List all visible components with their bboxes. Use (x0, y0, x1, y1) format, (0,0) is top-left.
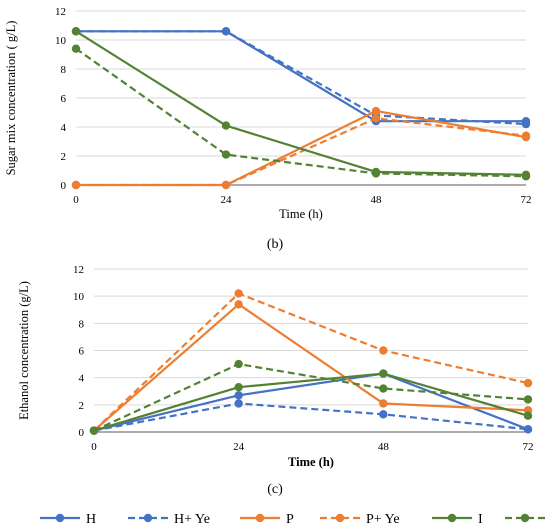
panel-c-y-tick-0: 0 (79, 427, 85, 439)
legend-item-h-swatch-marker (55, 513, 65, 523)
legend-item-h-ye-label: H+ Ye (174, 512, 210, 527)
panel-c-series-h-point-24 (234, 391, 243, 400)
panel-b-panel-label: (b) (267, 237, 284, 252)
panel-c-y-tick-2: 2 (79, 400, 85, 412)
legend-item-p-label: P (286, 512, 294, 527)
panel-b-series-i-line (75, 30, 527, 176)
legend-item-p-ye-label: P+ Ye (366, 512, 400, 527)
panel-b-y-tick-10: 10 (55, 35, 67, 47)
panel-b-y-tick-4: 4 (61, 122, 67, 134)
legend-item-h-ye: H+ Ye (128, 512, 210, 527)
legend-item-h: H (40, 512, 96, 527)
panel-b-y-tick-2: 2 (61, 151, 67, 163)
panel-b-series-h-ye-point-24 (221, 27, 231, 36)
panel-c-y-tick-6: 6 (79, 346, 85, 358)
panel-c-y-tick-12: 12 (73, 264, 84, 276)
panel-c-x-tick-24: 24 (233, 441, 245, 453)
panel-c-series-h-ye-point-24 (234, 399, 243, 408)
panel-c-x-axis-title: Time (h) (288, 455, 334, 469)
panel-b-series-p-ye-point-24 (221, 180, 231, 190)
panel-b-x-tick-24: 24 (221, 194, 233, 206)
panel-c-y-tick-8: 8 (79, 318, 85, 330)
panel-b-y-tick-8: 8 (61, 64, 67, 76)
panel-c-series-h-ye-point-48 (379, 410, 388, 419)
panel-b-series-h-line (76, 30, 526, 123)
legend-item-i-ye-swatch-marker (520, 513, 530, 523)
panel-c-series-p-ye-point-24 (234, 289, 243, 298)
panel-c-y-tick-10: 10 (73, 291, 85, 303)
panel-c-series-p-point-24 (234, 300, 243, 309)
panel-c-series-i-point-48 (379, 369, 388, 378)
panel-b-series-i-ye-point-72 (521, 172, 531, 181)
panel-b-series-i-ye-point-0 (71, 44, 81, 53)
panel-c-x-tick-0: 0 (91, 441, 97, 453)
panel-b-series-h-ye-line (76, 30, 527, 126)
panel-c-series-p-ye-point-72 (523, 378, 533, 388)
panel-c-y-axis-title: Ethanol concentration (g/L) (17, 281, 31, 420)
panel-b-y-tick-6: 6 (61, 93, 67, 105)
panel-c-x-tick-72: 72 (523, 441, 534, 453)
panel-c-series-p-ye-point-48 (379, 346, 388, 355)
panel-b-x-tick-72: 72 (521, 194, 532, 206)
panel-b-series-p-ye-line (76, 117, 527, 187)
panel-c-series-h-ye-point-72 (523, 425, 533, 434)
legend-item-p-swatch-marker (255, 513, 265, 523)
panel-c-series-i-point-72 (523, 411, 533, 420)
legend-item-p: P (240, 512, 294, 527)
panel-b-series-h-ye-point-72 (521, 119, 531, 129)
panel-b-series-i-point-24 (221, 121, 231, 130)
panel-b-series-i-point-0 (71, 27, 81, 36)
panel-c-series-p-point-48 (379, 399, 388, 408)
panel-b-series-i-ye-point-48 (371, 169, 381, 178)
legend-item-i: I (432, 512, 483, 527)
legend-item-p-ye: P+ Ye (320, 512, 400, 527)
panel-c-series-i-ye-point-24 (234, 359, 243, 369)
panel-b-x-tick-0: 0 (73, 194, 79, 206)
panel-c-series-i-ye-point-0 (89, 426, 99, 435)
panel-c-series-i-line (93, 372, 529, 432)
legend-item-i-ye: I+Ye (505, 513, 545, 523)
panel-b-y-tick-0: 0 (61, 180, 67, 192)
panel-c-series-i-point-24 (234, 382, 243, 392)
panel-c-series-i-ye-line (93, 363, 529, 432)
panel-b-series-p-ye-point-0 (71, 180, 81, 190)
legend-item-i-swatch-marker (447, 513, 457, 523)
panel-c-x-tick-48: 48 (378, 441, 390, 453)
panel-c-series-h-ye-line (93, 402, 529, 432)
panel-b-series-p-ye-point-72 (521, 131, 531, 140)
panel-b-y-tick-12: 12 (55, 6, 66, 18)
panel-b-y-axis-title: Sugar mix concentration ( g/L) (4, 21, 18, 176)
legend-item-p-ye-swatch-marker (335, 513, 345, 523)
panel-c-series-p-line (93, 303, 529, 432)
panel-b-series-i-ye-line (75, 47, 527, 178)
panel-b-x-axis-title: Time (h) (279, 207, 323, 221)
panel-b-x-tick-48: 48 (371, 194, 383, 206)
panel-c-series-p-ye-line (93, 292, 529, 432)
panel-c-y-tick-4: 4 (79, 373, 85, 385)
panel-c-series-i-ye-point-72 (523, 395, 533, 404)
legend-item-h-ye-swatch-marker (143, 513, 153, 523)
panel-c-series-i-ye-point-48 (379, 384, 388, 393)
panel-b-series-p-ye-point-48 (371, 114, 381, 123)
legend-item-i-label: I (478, 512, 483, 527)
legend-item-h-label: H (86, 512, 96, 527)
panel-c-panel-label: (c) (267, 482, 283, 497)
legend: H H+ Ye P P+ Ye I I+Ye (40, 512, 545, 527)
panel-c-series-h-line (93, 372, 529, 432)
panel-b-series-p-point-48 (371, 106, 381, 116)
panel-b-series-i-ye-point-24 (221, 150, 231, 159)
